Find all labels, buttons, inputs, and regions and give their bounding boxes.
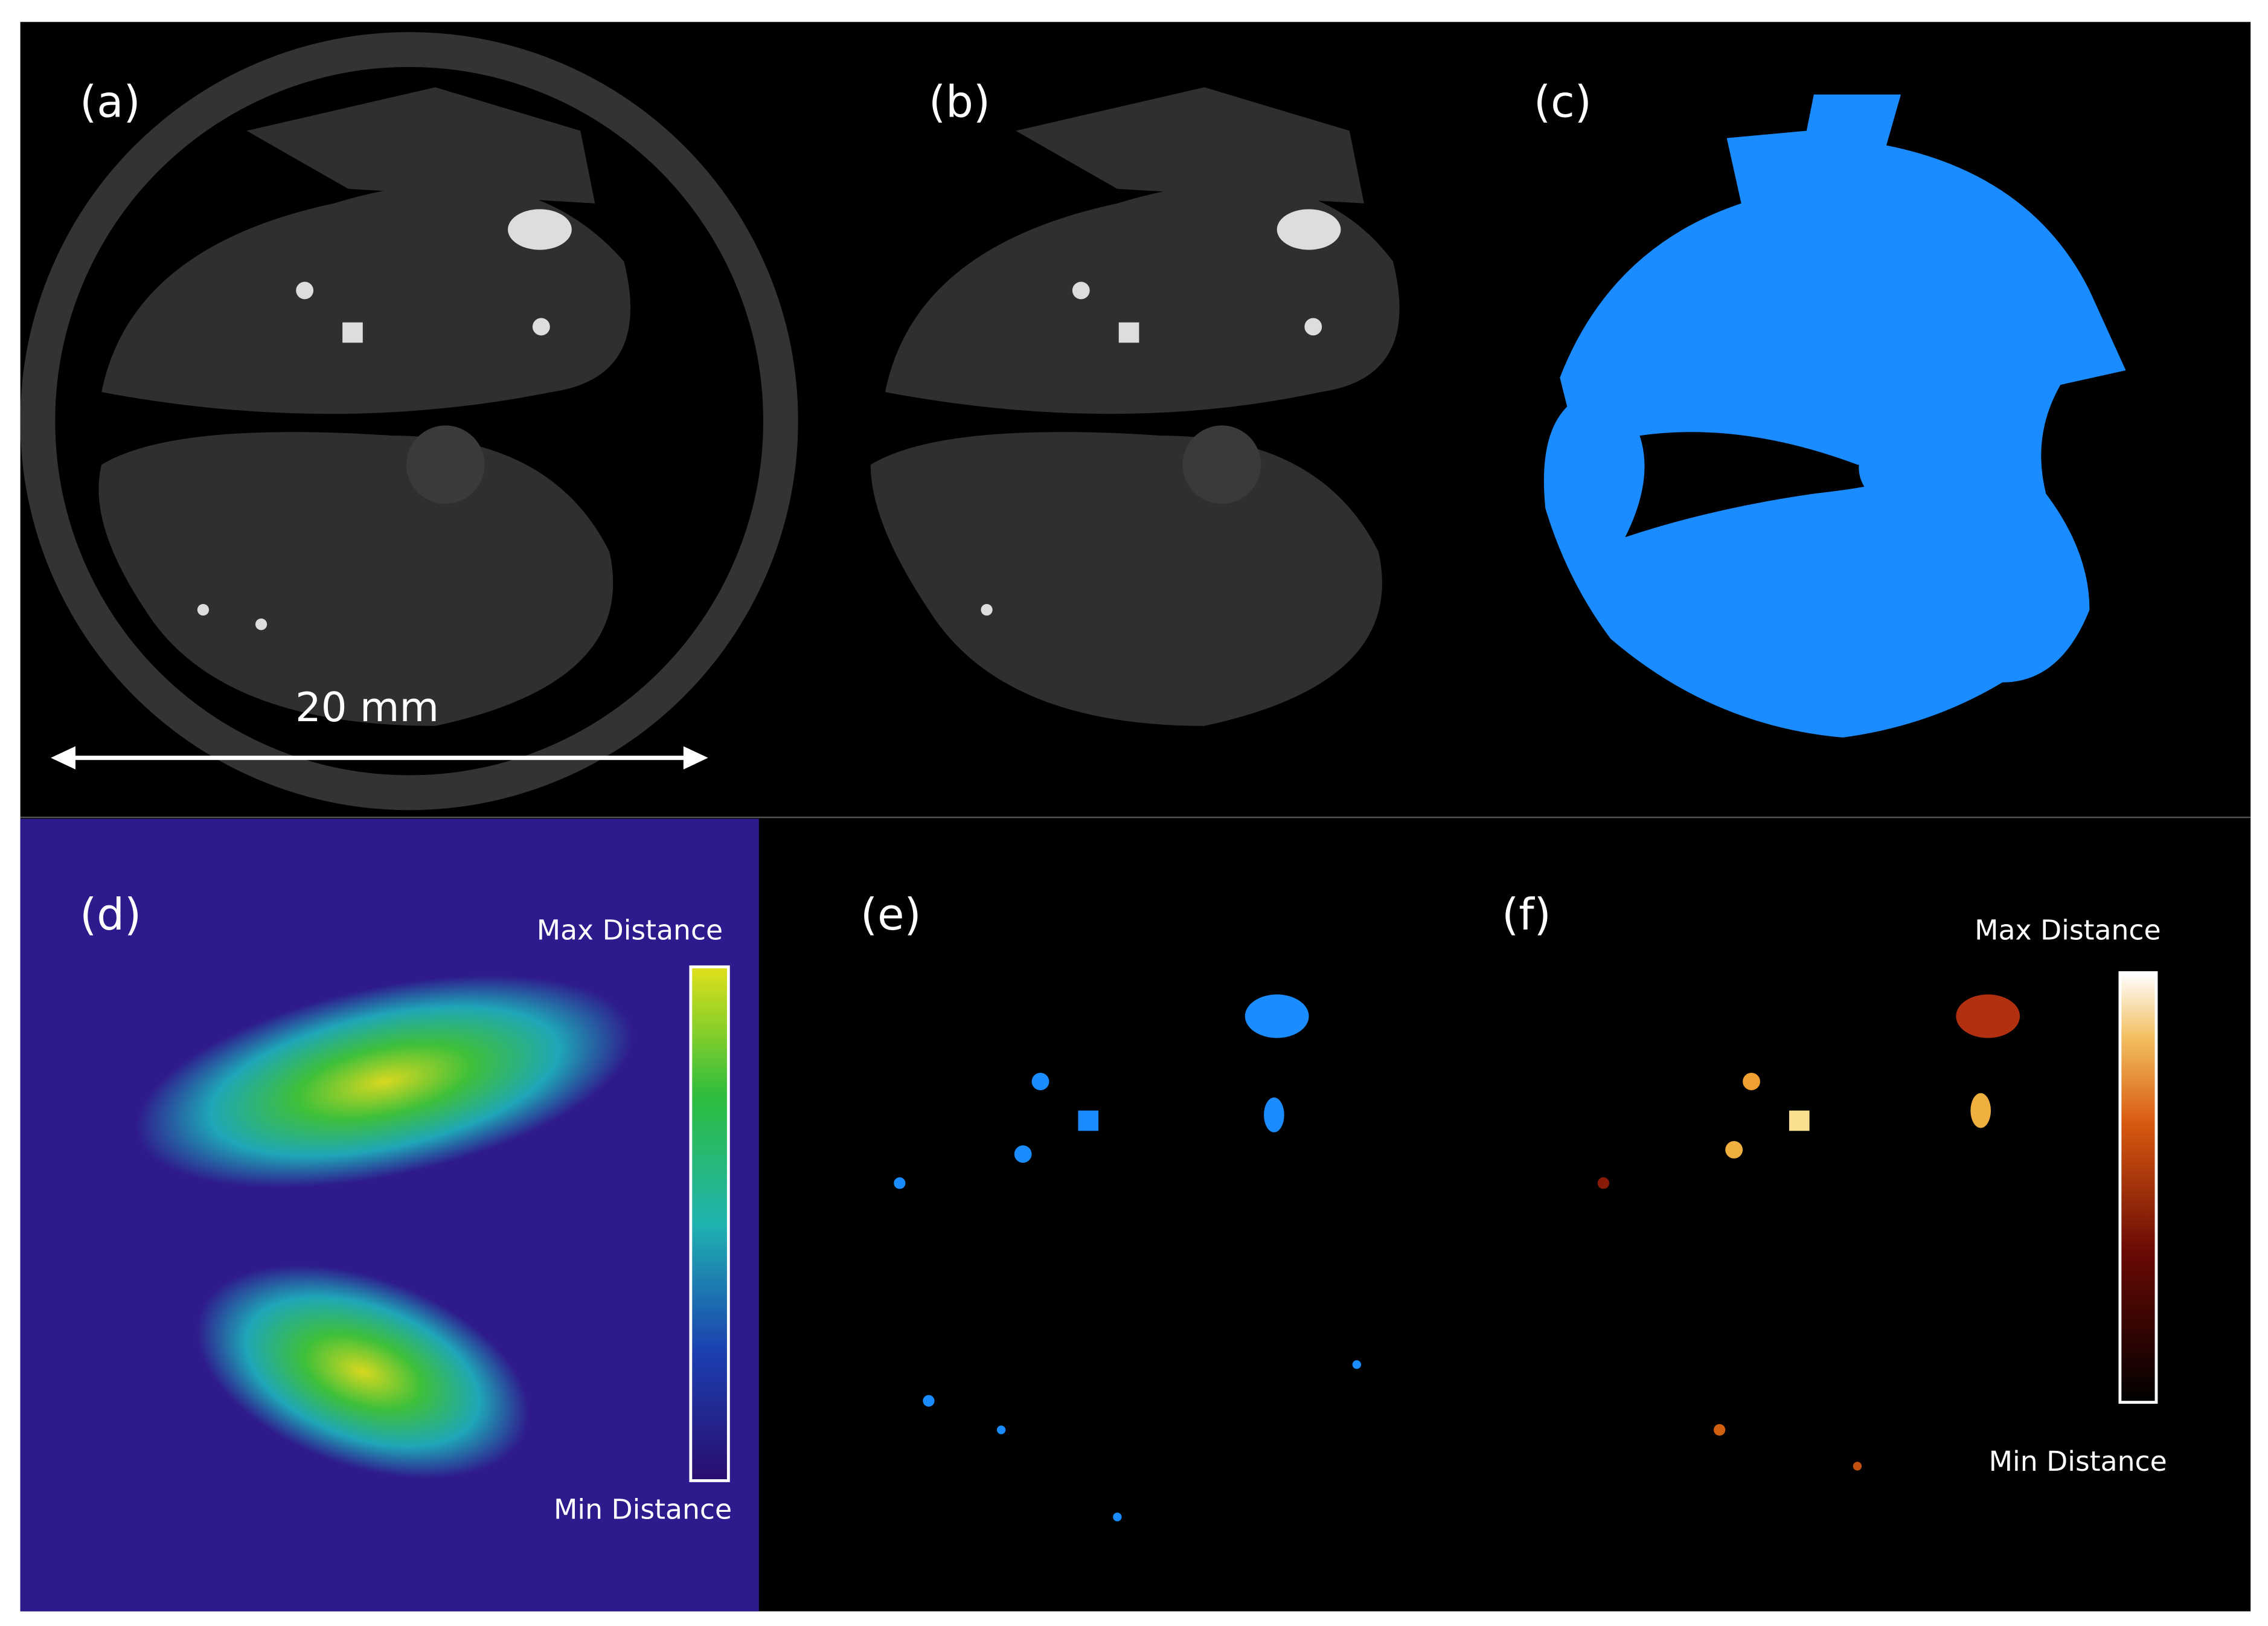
- colorbar-max-label: Max Distance: [537, 914, 723, 946]
- panel-label: (a): [80, 77, 140, 127]
- panel-label: (c): [1534, 77, 1592, 127]
- rock-a: [98, 87, 631, 726]
- panel-label: (b): [929, 77, 990, 127]
- inclusions-f: [1597, 994, 2020, 1471]
- colorbar-f: [2118, 971, 2158, 1404]
- colorbar-min-label: Min Distance: [1989, 1445, 2167, 1477]
- panel-label: (f): [1502, 890, 1551, 940]
- colorbar-max-label: Max Distance: [1975, 914, 2161, 946]
- rock-b: [870, 87, 1400, 726]
- panel-label: (d): [80, 890, 141, 940]
- segmentation-c: [1543, 94, 2126, 738]
- distance-map-top: [135, 975, 634, 1188]
- gap-c: [1625, 432, 1892, 538]
- panel-label: (e): [860, 890, 921, 940]
- colorbar-min-label: Min Distance: [554, 1493, 732, 1525]
- rod-c: [1859, 431, 1932, 504]
- inclusions-a: [197, 209, 572, 631]
- scale-bar-label: 20 mm: [295, 684, 439, 731]
- sample-holder: [20, 32, 798, 811]
- distance-map-bottom: [196, 1265, 530, 1479]
- panel-d-bg: [20, 818, 759, 1612]
- colorbar-d: [689, 965, 730, 1482]
- inclusions-b: [981, 209, 1341, 616]
- inclusions-e: [894, 994, 1362, 1522]
